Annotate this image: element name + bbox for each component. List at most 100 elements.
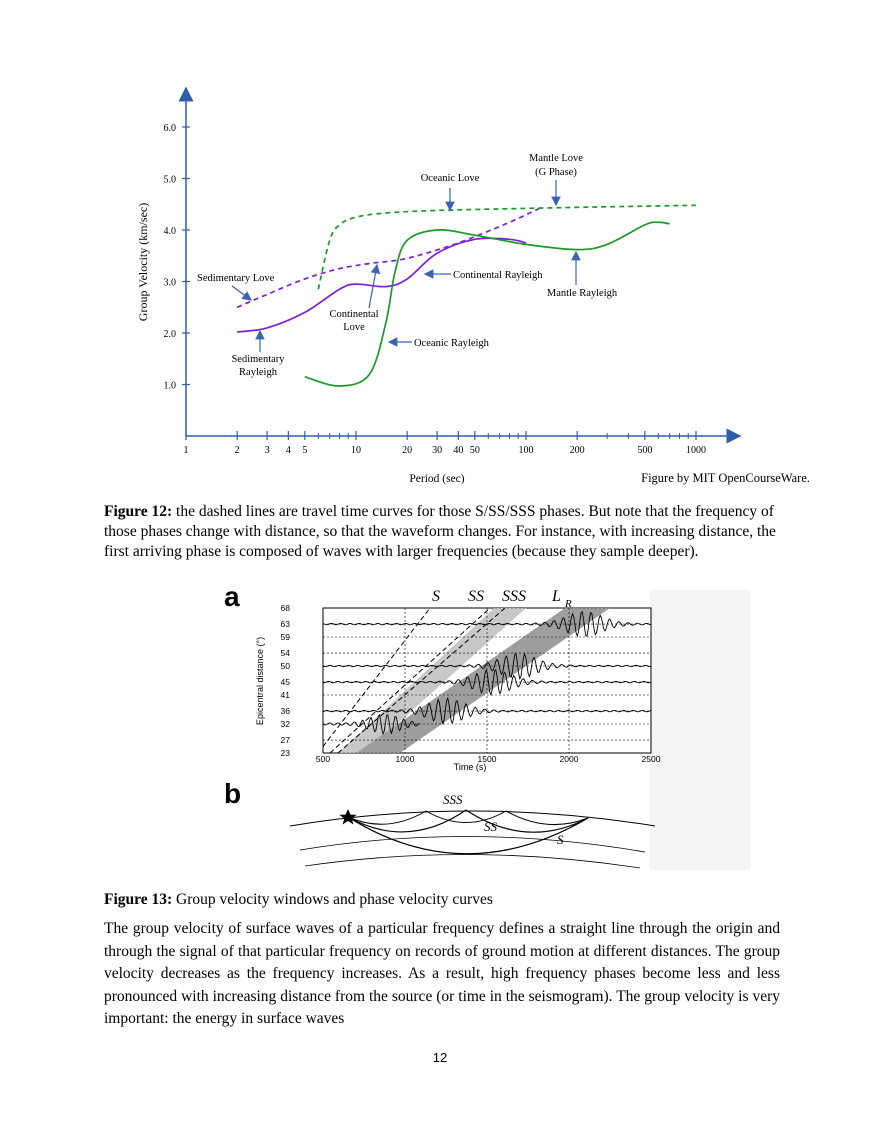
earth-layer-arc-2 [304,854,641,869]
figure-12-caption-text: the dashed lines are travel time curves … [104,503,776,560]
seismogram-y-tick-label: 63 [281,619,291,629]
seismogram-x-tick-label: 1500 [478,754,497,764]
x-tick-label: 30 [432,445,442,456]
seismogram-grid [323,608,651,753]
phase-label-s: S [432,588,440,605]
y-tick-label: 3.0 [164,278,177,289]
label-mantle-rayleigh: Mantle Rayleigh [547,288,618,299]
page-number: 12 [432,1050,448,1065]
x-tick-label: 20 [402,445,412,456]
seismogram-x-tick-label: 1000 [396,754,415,764]
seismogram-trace [323,652,651,681]
series-continental-rayleigh [237,237,527,333]
y-tick-label: 4.0 [164,226,177,237]
seismogram-y-tick-label: 23 [281,748,291,758]
travel-time-s [323,608,431,748]
body-paragraph: The group velocity of surface waves of a… [104,920,780,1027]
group-velocity-window-rayleigh [356,608,610,753]
y-tick-group: 1.0 2.0 3.0 4.0 5.0 6.0 [164,123,190,392]
ray-path-sss [347,810,589,826]
x-tick-label: 100 [519,445,534,456]
y-tick-label: 6.0 [164,123,177,134]
label-oceanic-love: Oceanic Love [421,173,480,184]
seismogram-y-tick-label: 45 [281,677,291,687]
label-sedimentary-rayleigh-2: Rayleigh [239,367,278,378]
figure-13-caption-text: Group velocity windows and phase velocit… [172,891,493,908]
phase-label-ss: SS [468,588,484,605]
x-tick-label: 1 [184,445,189,456]
seismogram-y-tick-label: 27 [281,735,291,745]
x-tick-label: 3 [265,445,270,456]
phase-label-lr-sub: R [564,598,572,610]
arrow-sedimentary-love [231,285,252,301]
label-continental-love-1: Continental [330,309,379,320]
seismogram-x-tick-label: 2000 [560,754,579,764]
travel-time-sss [337,608,506,753]
seismogram-y-tick-label: 54 [281,648,291,658]
ray-label-s: S [557,832,564,847]
earth-surface-arc [289,810,656,827]
seismogram-y-tick-label: 41 [281,690,291,700]
seismogram-y-label: Epicentral distance (°) [255,637,265,725]
seismogram-trace [323,696,651,726]
x-tick-label: 10 [351,445,361,456]
y-tick-label: 1.0 [164,381,177,392]
phase-label-lr: L [551,588,561,605]
earth-layer-arc-1 [299,836,646,853]
x-tick-label: 50 [470,445,480,456]
ray-label-ss: SS [484,819,498,834]
seismogram-y-tick-label: 59 [281,632,291,642]
ray-path-s [347,816,589,855]
label-oceanic-rayleigh: Oceanic Rayleigh [414,338,490,349]
series-layer [236,204,697,387]
travel-time-ss [329,608,491,753]
seismogram-x-ticks: 500 1000 1500 2000 2500 [316,754,661,764]
series-oceanic-love [317,204,697,290]
group-velocity-window-love [338,608,526,753]
source-star-icon [339,809,357,825]
series-oceanic-rayleigh [304,221,670,387]
figure-12-caption-label: Figure 12: [104,503,173,520]
x-tick-label: 1000 [686,445,706,456]
figure-13-caption: Figure 13: Group velocity windows and ph… [104,890,780,910]
y-axis-label: Group Velocity (km/sec) [136,203,150,321]
x-tick-label: 200 [570,445,585,456]
y-tick-label: 2.0 [164,329,177,340]
x-tick-label: 5 [302,445,307,456]
seismogram-trace [323,713,420,736]
arrow-continental-love [368,263,381,309]
y-tick-label: 5.0 [164,175,177,186]
x-tick-label: 2 [235,445,240,456]
seismogram-y-ticks: 68 63 59 54 50 45 41 36 32 27 23 [281,603,291,758]
seismogram-y-tick-label: 36 [281,706,291,716]
phase-label-sss: SSS [502,588,526,605]
panel-b-label: b [224,778,241,809]
figure-12-caption: Figure 12: the dashed lines are travel t… [104,502,780,562]
seismogram-traces [323,610,651,736]
x-tick-group: 1 2 3 4 5 10 20 30 40 50 100 200 500 1000 [184,431,706,456]
seismogram-x-tick-label: 500 [316,754,330,764]
figure-13-caption-label: Figure 13: [104,891,173,908]
x-axis-label: Period (sec) [409,473,464,485]
label-continental-love-2: Love [343,322,365,333]
x-tick-label: 4 [286,445,291,456]
ray-label-sss: SSS [443,792,463,807]
seismogram-x-tick-label: 2500 [642,754,661,764]
seismogram-x-label: Time (s) [454,762,487,772]
x-tick-label: 500 [637,445,652,456]
label-mantle-love-2: (G Phase) [535,167,577,178]
ray-path-ss [347,809,589,833]
panel-a-label: a [224,582,240,612]
label-sedimentary-love: Sedimentary Love [197,273,275,284]
label-continental-rayleigh: Continental Rayleigh [453,270,543,281]
x-tick-label: 40 [453,445,463,456]
figure-credit: Figure by MIT OpenCourseWare. [641,471,810,485]
label-mantle-love-1: Mantle Love [529,153,583,164]
label-sedimentary-rayleigh-1: Sedimentary [231,354,285,365]
series-sedimentary-love [236,207,540,309]
seismogram-y-tick-label: 68 [281,603,291,613]
seismogram-y-tick-label: 50 [281,661,291,671]
figure-12-chart: 1.0 2.0 3.0 4.0 5.0 6.0 1 2 3 4 5 10 20 30 40 50 100 200… [136,86,810,485]
seismogram-trace [323,610,651,638]
